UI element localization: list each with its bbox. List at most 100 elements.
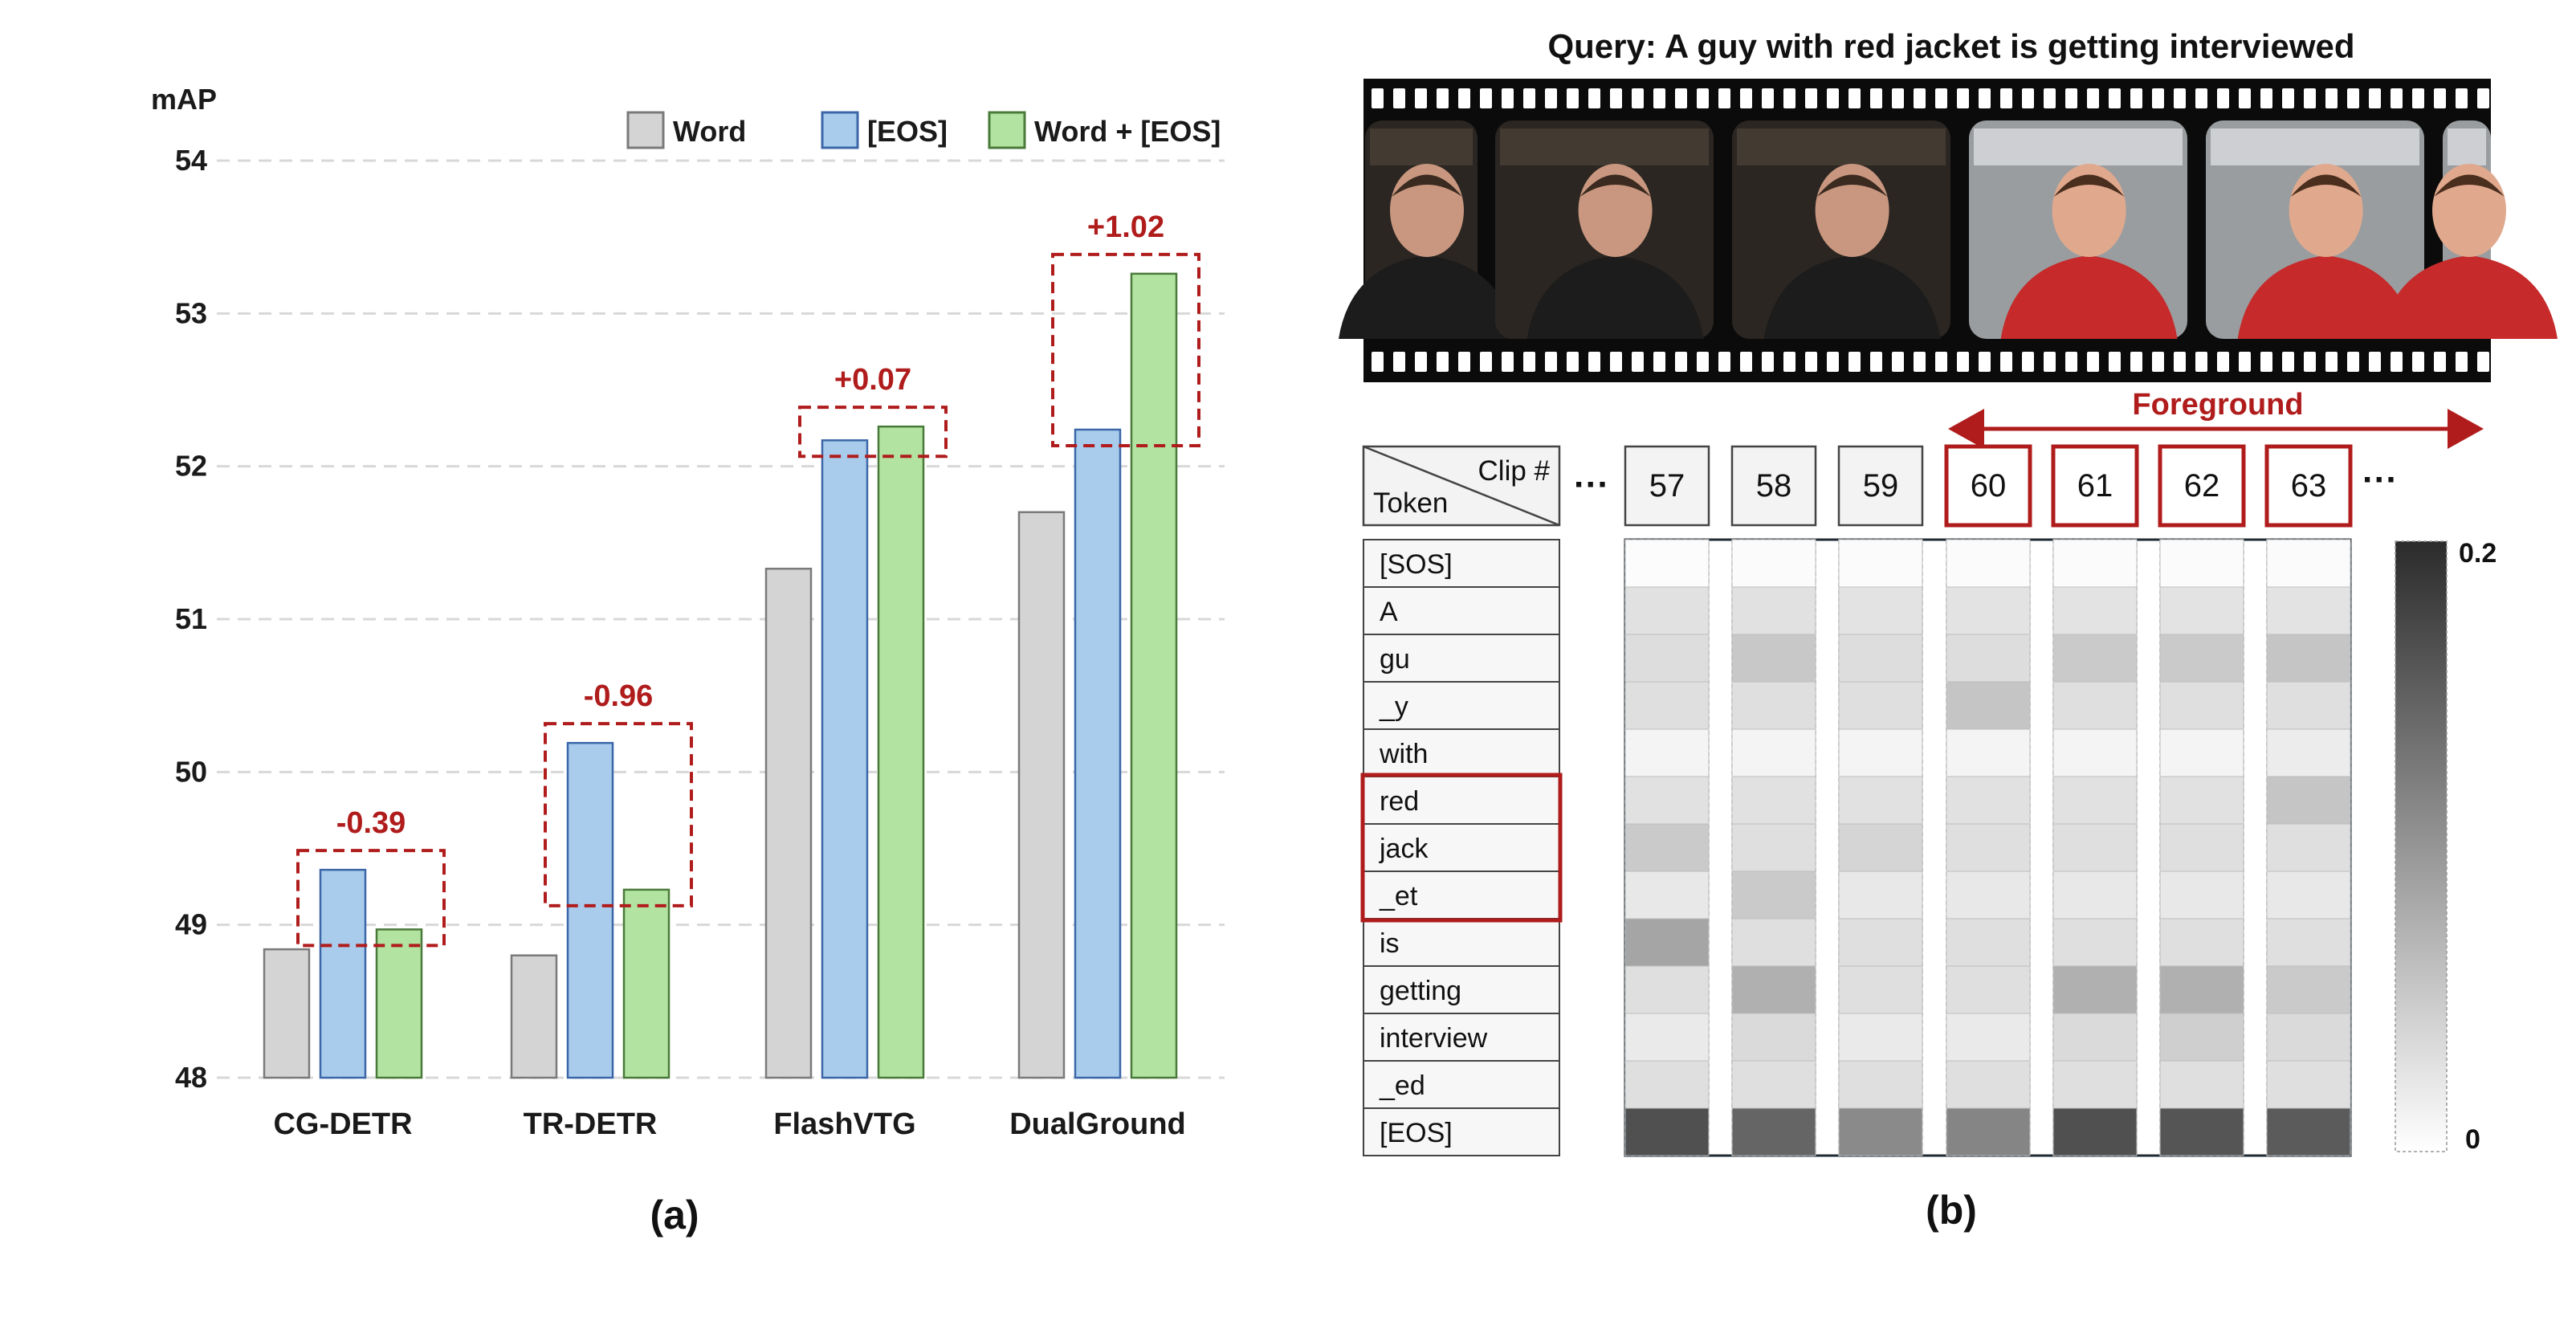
clip-number: 58 bbox=[1756, 468, 1792, 504]
heatmap-cell bbox=[1838, 586, 1923, 635]
clip-number: 61 bbox=[2077, 468, 2113, 504]
heatmap-cell bbox=[2159, 728, 2244, 777]
video-frame bbox=[1495, 120, 1714, 339]
film-sprocket-hole bbox=[1393, 88, 1405, 108]
heatmap-cell bbox=[2159, 634, 2244, 683]
video-frame bbox=[1969, 120, 2187, 339]
heatmap-cell bbox=[2159, 1013, 2244, 1062]
heatmap-cell bbox=[1946, 728, 2031, 777]
film-sprocket-hole bbox=[2391, 88, 2403, 108]
heatmap-cell bbox=[1838, 871, 1923, 919]
y-axis-label: mAP bbox=[151, 83, 217, 116]
token-cell bbox=[1363, 681, 1560, 730]
heatmap-cell bbox=[2159, 681, 2244, 730]
heatmap-cell bbox=[1731, 1013, 1816, 1062]
token-label: red bbox=[1380, 786, 1419, 817]
legend-swatch bbox=[626, 111, 665, 149]
comparison-box bbox=[1051, 252, 1200, 447]
heatmap-cell bbox=[2266, 965, 2351, 1014]
heatmap-cell bbox=[1731, 918, 1816, 967]
clip-number-box bbox=[2264, 444, 2353, 528]
film-sprocket-hole bbox=[1718, 352, 1730, 372]
heatmap-cell bbox=[2266, 681, 2351, 730]
heatmap-cell bbox=[2266, 586, 2351, 635]
frame-backdrop-band bbox=[1737, 128, 1946, 165]
right-ellipsis: ··· bbox=[2362, 460, 2398, 499]
heatmap-cell bbox=[2052, 539, 2138, 588]
bar-chart-panel: 48 49 50 51 52 53 54 mAP CG-DETR -0.39 TR-DETR -0.9… bbox=[151, 83, 1225, 1237]
person-torso bbox=[1763, 255, 1941, 339]
heatmap-cell bbox=[2266, 539, 2351, 588]
highlighted-tokens-box bbox=[1360, 773, 1563, 923]
film-sprocket-hole bbox=[2325, 352, 2338, 372]
film-sprocket-hole bbox=[2174, 352, 2186, 372]
heatmap-cell bbox=[2159, 871, 2244, 919]
film-sprocket-hole bbox=[2130, 352, 2142, 372]
person-hair bbox=[2053, 174, 2125, 197]
film-sprocket-hole bbox=[1914, 88, 1926, 108]
heatmap-cell bbox=[1838, 1107, 1923, 1156]
film-sprocket-hole bbox=[1892, 352, 1904, 372]
film-sprocket-hole bbox=[1740, 352, 1752, 372]
heatmap-cell bbox=[1731, 634, 1816, 683]
heatmap-cell bbox=[1838, 728, 1923, 777]
film-sprocket-hole bbox=[2282, 352, 2294, 372]
film-sprocket-hole bbox=[2217, 88, 2229, 108]
heatmap-cell bbox=[2052, 776, 2138, 825]
film-sprocket-hole bbox=[1914, 352, 1926, 372]
heatmap-cell bbox=[1946, 871, 2031, 919]
film-sprocket-hole bbox=[1437, 88, 1449, 108]
heatmap-cell bbox=[1731, 586, 1816, 635]
x-category-label: TR-DETR bbox=[524, 1107, 658, 1141]
heatmap-cell bbox=[2159, 965, 2244, 1014]
heatmap-cell bbox=[1838, 776, 1923, 825]
heatmap-cell bbox=[1624, 823, 1710, 872]
film-sprocket-hole bbox=[2152, 352, 2164, 372]
film-sprocket-hole bbox=[1848, 352, 1861, 372]
token-label: getting bbox=[1380, 976, 1461, 1006]
film-sprocket-hole bbox=[1653, 352, 1665, 372]
token-label: jack bbox=[1379, 834, 1429, 864]
film-sprocket-hole bbox=[2391, 352, 2403, 372]
heatmap-cell bbox=[2266, 776, 2351, 825]
heatmap-cell bbox=[1624, 728, 1710, 777]
film-sprocket-hole bbox=[1957, 88, 1969, 108]
film-sprocket-hole bbox=[1718, 88, 1730, 108]
person-torso bbox=[1339, 255, 1515, 339]
film-sprocket-hole bbox=[2239, 88, 2251, 108]
film-sprocket-hole bbox=[2239, 352, 2251, 372]
film-sprocket-hole bbox=[2022, 352, 2034, 372]
film-sprocket-hole bbox=[2456, 352, 2468, 372]
token-cell bbox=[1363, 1107, 1560, 1156]
person-hair bbox=[1392, 174, 1462, 197]
bar bbox=[877, 425, 925, 1079]
film-sprocket-hole bbox=[2477, 88, 2489, 108]
video-frame bbox=[1339, 120, 1515, 339]
film-sprocket-hole bbox=[2347, 352, 2359, 372]
frame-backdrop-band bbox=[1370, 128, 1473, 165]
x-category-label: FlashVTG bbox=[773, 1107, 915, 1141]
heatmap-cell bbox=[2266, 1013, 2351, 1062]
heatmap-cell bbox=[2266, 728, 2351, 777]
film-sprocket-hole bbox=[1567, 88, 1579, 108]
film-sprocket-hole bbox=[2000, 88, 2012, 108]
film-sprocket-hole bbox=[1783, 352, 1795, 372]
person-torso bbox=[2000, 255, 2178, 339]
heatmap-cell bbox=[2052, 1060, 2138, 1109]
clip-number: 57 bbox=[1649, 468, 1685, 504]
film-sprocket-hole bbox=[1415, 88, 1427, 108]
heatmap-cell bbox=[2159, 1060, 2244, 1109]
film-sprocket-hole bbox=[1372, 352, 1384, 372]
token-cell bbox=[1363, 728, 1560, 777]
heatmap-cell bbox=[1946, 634, 2031, 683]
film-sprocket-hole bbox=[2456, 88, 2468, 108]
film-sprocket-hole bbox=[2109, 352, 2121, 372]
heatmap-cell bbox=[1624, 1013, 1710, 1062]
film-sprocket-hole bbox=[2282, 88, 2294, 108]
frame-backdrop-band bbox=[1974, 128, 2183, 165]
person-torso bbox=[1526, 255, 1704, 339]
film-sprocket-hole bbox=[1783, 88, 1795, 108]
film-sprocket-hole bbox=[1827, 88, 1839, 108]
